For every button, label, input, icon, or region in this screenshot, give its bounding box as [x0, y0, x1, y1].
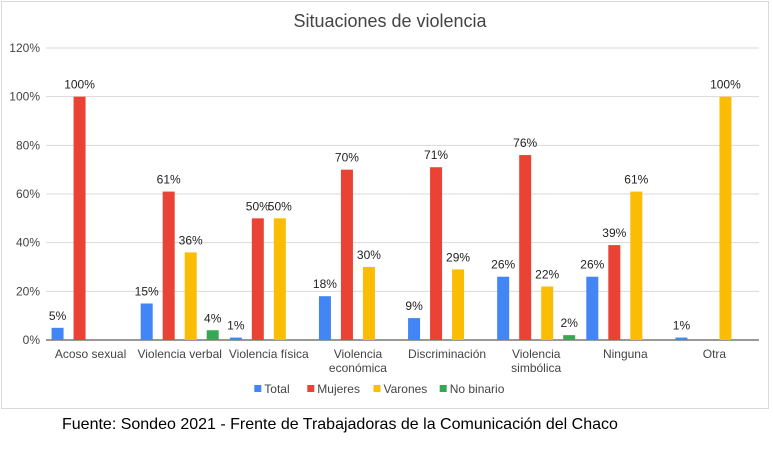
bar-no-binario: [563, 335, 576, 340]
legend-swatch: [373, 385, 381, 392]
y-tick-label: 20%: [16, 284, 40, 298]
bar-varones: [630, 191, 643, 340]
x-tick-label: Otra: [703, 347, 727, 361]
bar-mujeres: [162, 191, 175, 340]
y-tick-label: 0%: [23, 333, 41, 347]
data-labels: 5% 15% 1% 18% 9% 26% 26% 1% 100% 61% 50% 70% 71% 76% 3…: [49, 78, 741, 333]
bar-varones: [362, 267, 375, 340]
data-label: 5%: [49, 309, 67, 323]
legend-label: Total: [264, 382, 289, 396]
bar-varones: [719, 96, 732, 341]
bar-total: [140, 303, 153, 340]
bar-varones: [541, 286, 554, 340]
data-label: 71%: [424, 148, 448, 162]
data-label: 61%: [157, 173, 181, 187]
data-label: 30%: [357, 248, 381, 262]
x-tick-label: Violencia económica: [329, 347, 387, 375]
x-tick-label: Ninguna: [603, 347, 648, 361]
legend-label: Mujeres: [317, 382, 360, 396]
bar-mujeres: [519, 155, 532, 340]
y-tick-label: 120%: [9, 41, 40, 55]
bar-mujeres: [73, 96, 86, 341]
x-tick-label: Violencia verbal: [137, 347, 222, 361]
bar-mujeres: [608, 245, 621, 340]
data-label: 18%: [313, 277, 337, 291]
bars: [51, 96, 732, 341]
x-axis-categories: Acoso sexual Violencia verbal Violencia fí…: [55, 347, 727, 375]
legend: Total Mujeres Varones No binario: [254, 382, 505, 396]
data-label: 100%: [710, 78, 741, 92]
data-label: 26%: [491, 258, 515, 272]
data-label: 9%: [405, 299, 423, 313]
bar-total: [675, 337, 688, 340]
x-tick-label: Violencia simbólica: [511, 347, 561, 375]
y-tick-label: 40%: [16, 236, 40, 250]
y-tick-label: 60%: [16, 187, 40, 201]
bar-no-binario: [206, 330, 219, 340]
bar-total: [497, 276, 510, 340]
bar-mujeres: [340, 169, 353, 340]
chart-title: Situaciones de violencia: [293, 11, 487, 31]
data-label: 1%: [673, 319, 691, 333]
data-label: 61%: [624, 173, 648, 187]
data-label: 15%: [135, 285, 159, 299]
legend-label: No binario: [450, 382, 505, 396]
bar-total: [51, 327, 64, 340]
data-label: 76%: [513, 136, 537, 150]
data-label: 29%: [446, 250, 470, 264]
data-label: 1%: [227, 319, 245, 333]
legend-swatch: [307, 385, 315, 392]
data-label: 50%: [246, 199, 270, 213]
data-label: 70%: [335, 151, 359, 165]
source-note: Fuente: Sondeo 2021 - Frente de Trabajad…: [62, 416, 618, 433]
chart: Situaciones de violencia 0% 20% 40% 60% 80% 1…: [9, 11, 759, 396]
x-tick-label: Violencia física: [229, 347, 309, 361]
bar-varones: [273, 218, 286, 340]
data-label: 100%: [64, 78, 95, 92]
y-tick-label: 80%: [16, 138, 40, 152]
x-tick-label: Discriminación: [408, 347, 486, 361]
bar-varones: [452, 269, 465, 340]
data-label: 50%: [268, 199, 292, 213]
data-label: 36%: [179, 233, 203, 247]
bar-total: [408, 318, 421, 340]
bar-total: [586, 276, 599, 340]
legend-swatch: [254, 385, 262, 392]
y-tick-label: 100%: [9, 90, 40, 104]
data-label: 26%: [580, 258, 604, 272]
data-label: 22%: [535, 267, 559, 281]
data-label: 2%: [561, 316, 579, 330]
x-tick-label: Acoso sexual: [55, 347, 126, 361]
bar-mujeres: [430, 167, 443, 340]
legend-label: Varones: [384, 382, 428, 396]
data-label: 4%: [204, 311, 222, 325]
data-label: 39%: [602, 226, 626, 240]
bar-total: [229, 337, 242, 340]
bar-total: [318, 296, 331, 340]
bar-varones: [184, 252, 197, 340]
y-axis-ticks: 0% 20% 40% 60% 80% 100% 120%: [9, 41, 40, 347]
legend-swatch: [439, 385, 447, 392]
bar-mujeres: [251, 218, 264, 340]
